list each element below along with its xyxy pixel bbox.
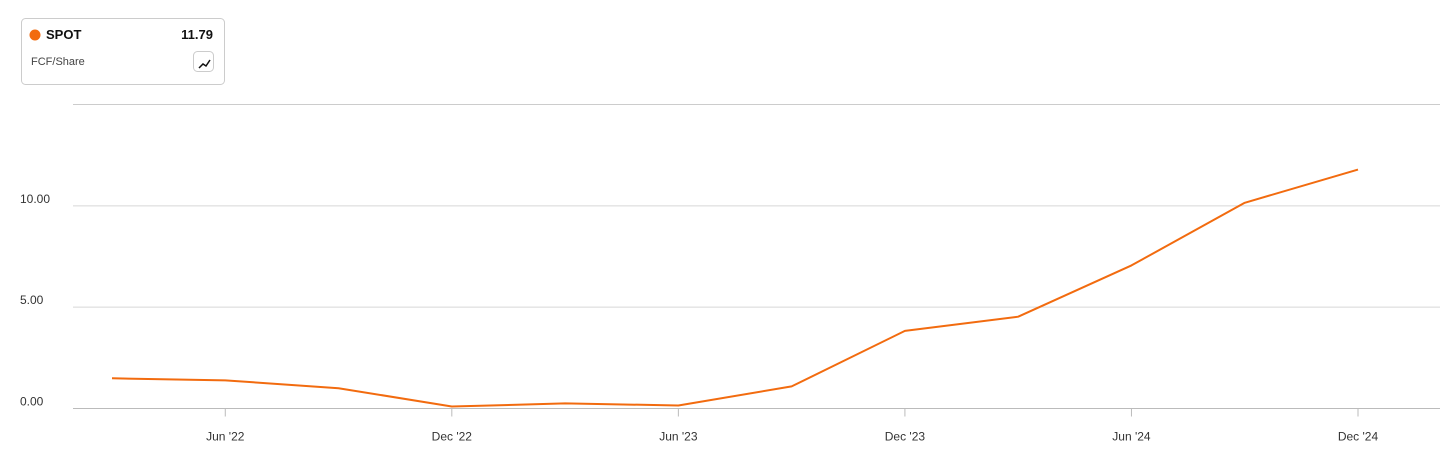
x-tick-label: Jun '22 <box>206 430 245 444</box>
x-tick-label: Jun '23 <box>659 430 698 444</box>
legend-value: 11.79 <box>181 27 213 42</box>
legend-box <box>21 18 225 85</box>
chart-icon-glyph <box>198 59 211 69</box>
legend-name: SPOT <box>46 27 81 42</box>
y-tick-label: 10.00 <box>20 192 50 206</box>
x-tick-label: Dec '23 <box>885 430 926 444</box>
x-tick-label: Jun '24 <box>1112 430 1151 444</box>
x-tick-label: Dec '22 <box>432 430 473 444</box>
x-tick-label: Dec '24 <box>1338 430 1379 444</box>
chart-icon[interactable] <box>193 51 214 72</box>
line <box>111 168 1359 408</box>
y-tick-label: 5.00 <box>20 293 44 307</box>
legend-metric: FCF/Share <box>31 56 85 68</box>
y-tick-label: 0.00 <box>20 395 44 409</box>
legend-dot <box>29 29 41 41</box>
